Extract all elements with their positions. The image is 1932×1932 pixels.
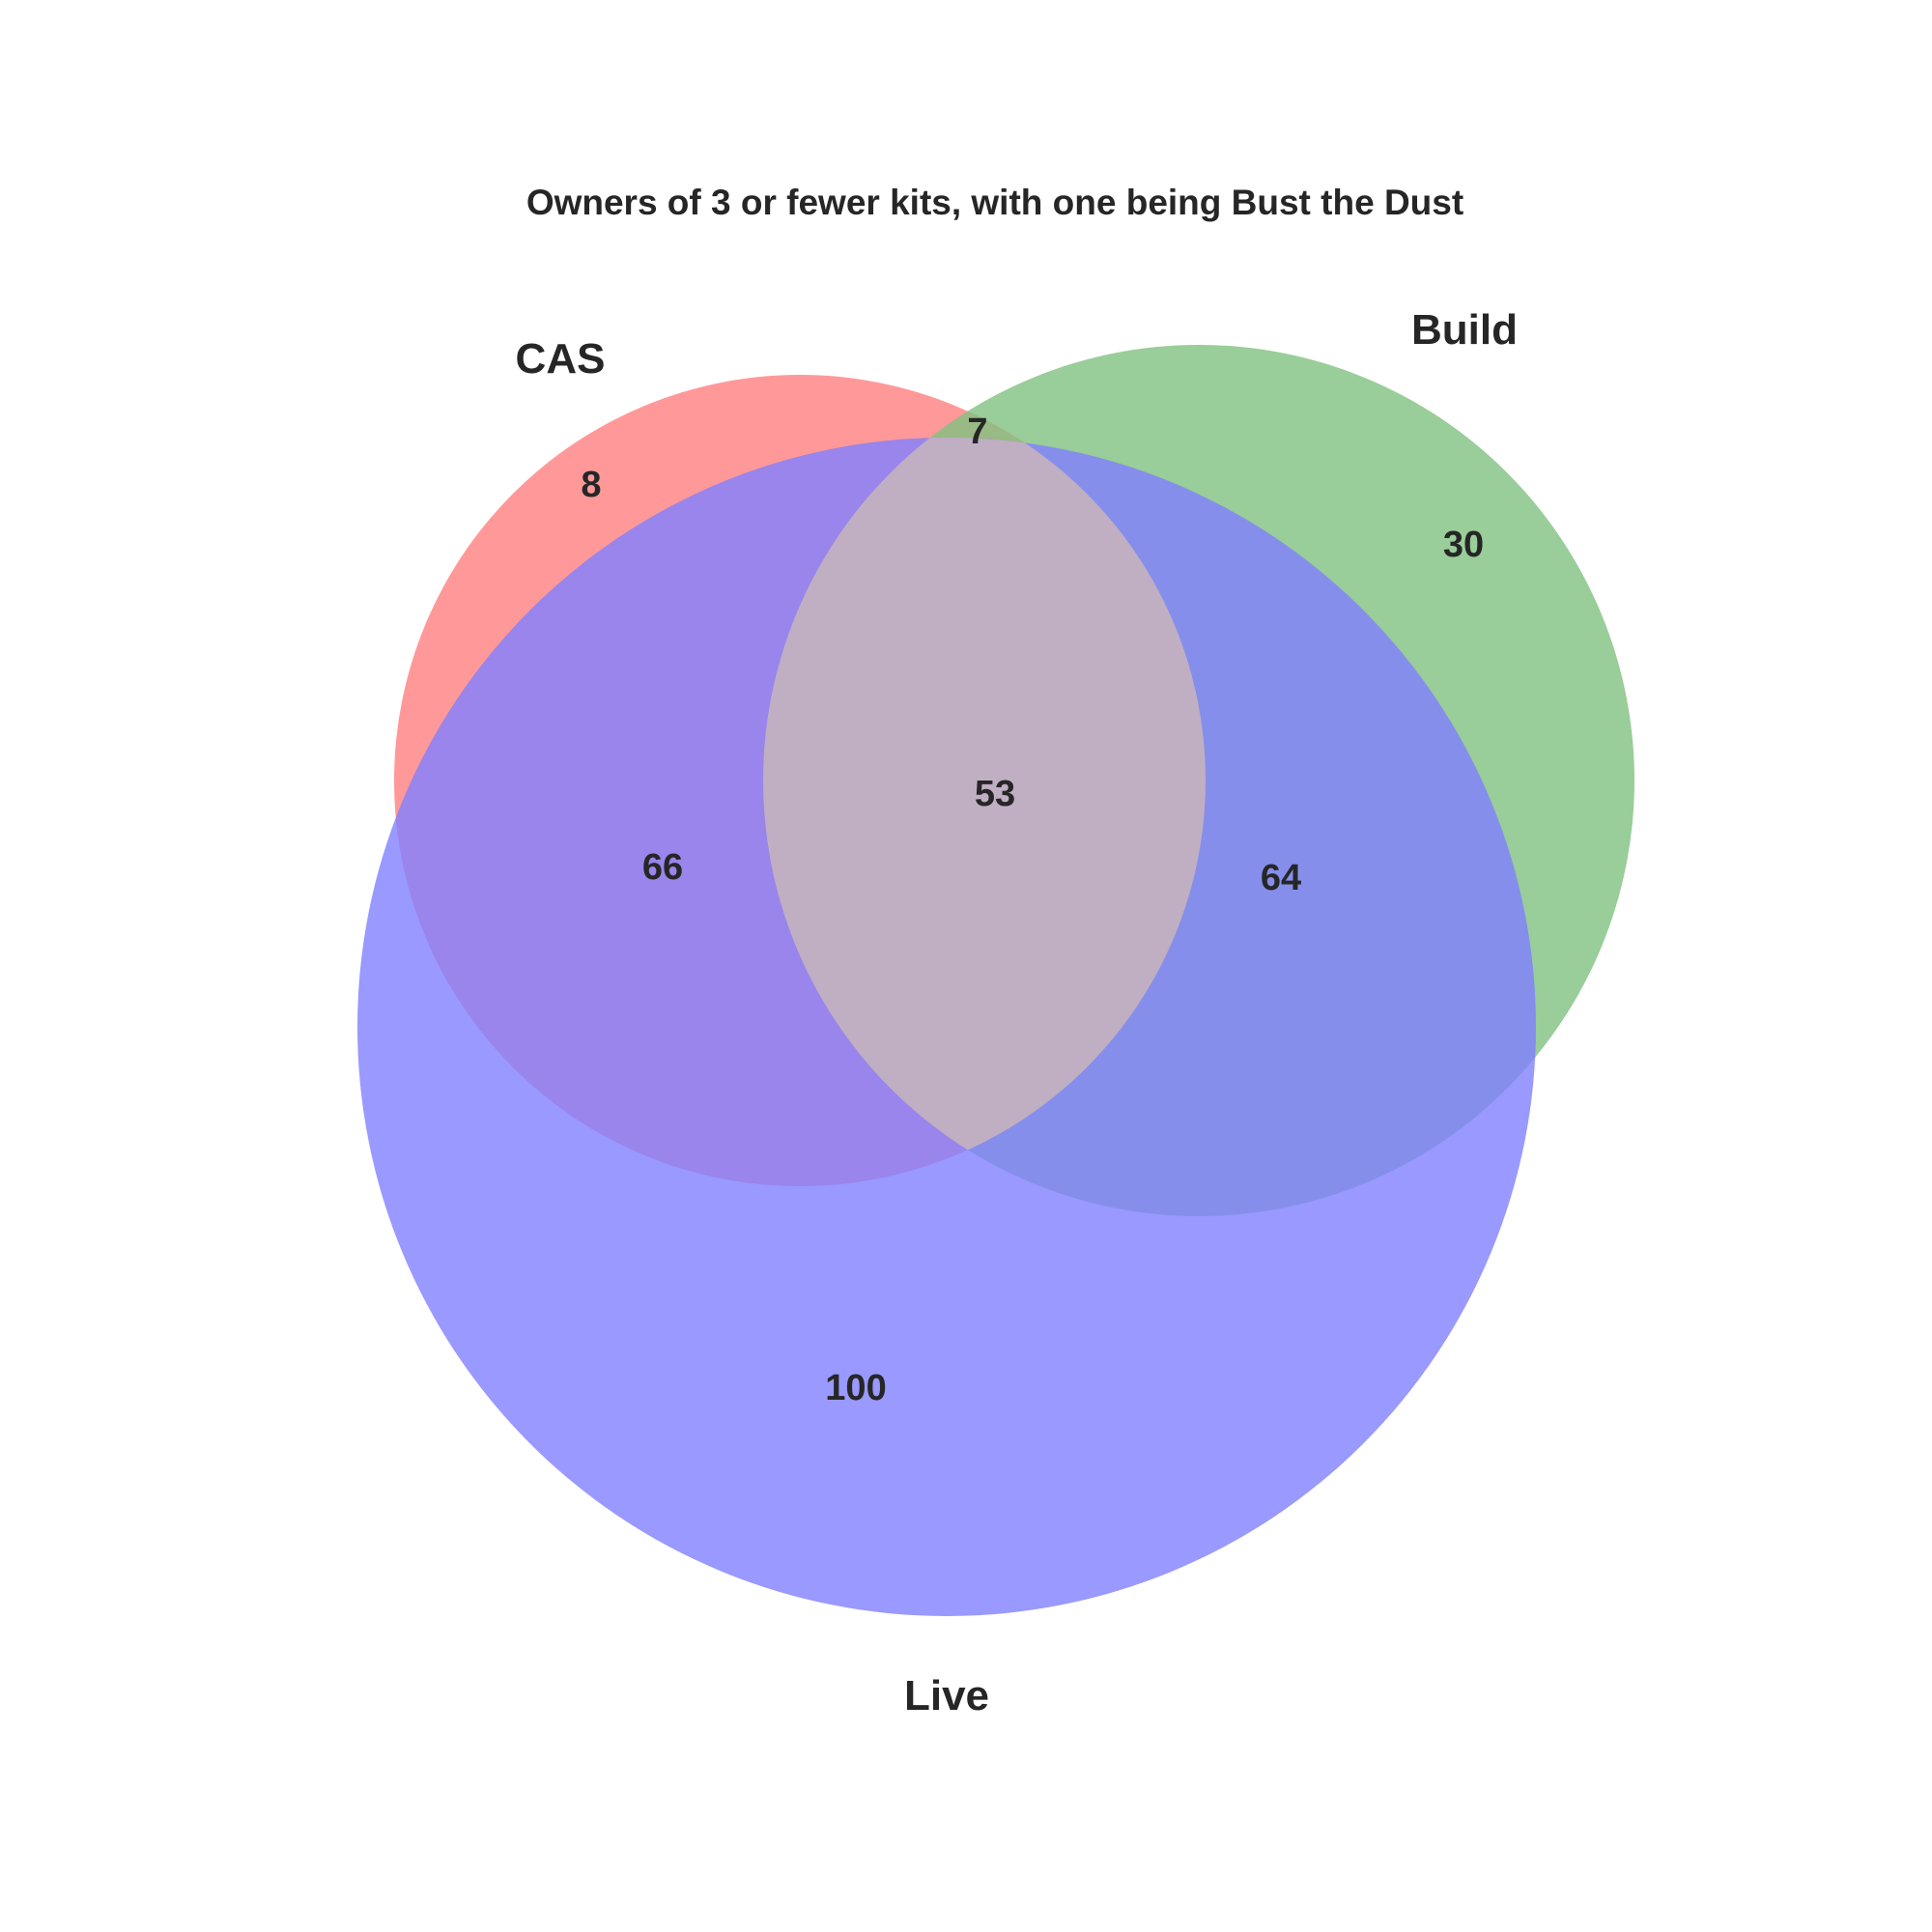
- count-build-live: 64: [1261, 858, 1301, 898]
- region-cas-build-live: [763, 438, 1206, 1186]
- count-live-only: 100: [825, 1368, 886, 1408]
- set-label-live: Live: [904, 1672, 989, 1719]
- count-cas-build: 7: [967, 412, 987, 452]
- overlap-regions: [763, 438, 1206, 1186]
- count-cas-build-live: 53: [975, 774, 1015, 814]
- count-cas-live: 66: [642, 847, 683, 888]
- region-counts: 8 30 7 66 53 64 100: [581, 412, 1484, 1408]
- set-label-build: Build: [1411, 306, 1518, 354]
- set-label-cas: CAS: [516, 335, 606, 383]
- set-labels: CAS Build Live: [516, 306, 1518, 1719]
- chart-title: Owners of 3 or fewer kits, with one bein…: [526, 183, 1463, 222]
- count-cas-only: 8: [581, 465, 601, 505]
- count-build-only: 30: [1443, 525, 1484, 565]
